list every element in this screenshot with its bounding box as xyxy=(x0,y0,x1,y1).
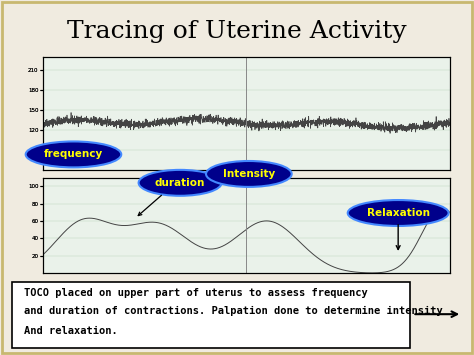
Text: Intensity: Intensity xyxy=(223,169,275,179)
Text: And relaxation.: And relaxation. xyxy=(24,326,118,336)
Text: Relaxation: Relaxation xyxy=(367,208,429,218)
Text: frequency: frequency xyxy=(44,149,103,159)
Text: Tracing of Uterine Activity: Tracing of Uterine Activity xyxy=(67,21,407,43)
Text: TOCO placed on upper part of uterus to assess frequency: TOCO placed on upper part of uterus to a… xyxy=(24,288,367,298)
Text: and duration of contractions. Palpation done to determine intensity: and duration of contractions. Palpation … xyxy=(24,306,442,316)
Text: duration: duration xyxy=(155,178,205,188)
